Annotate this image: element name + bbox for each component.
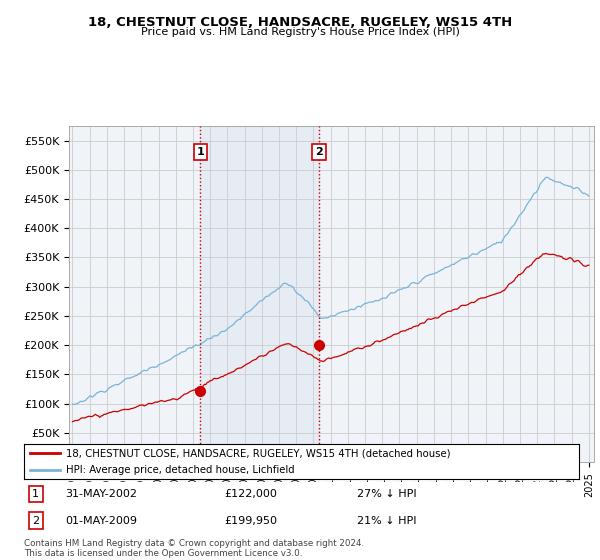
Bar <box>200 126 319 462</box>
Text: 18, CHESTNUT CLOSE, HANDSACRE, RUGELEY, WS15 4TH (detached house): 18, CHESTNUT CLOSE, HANDSACRE, RUGELEY, … <box>65 449 450 459</box>
Text: 1: 1 <box>196 147 204 157</box>
Text: 01-MAY-2009: 01-MAY-2009 <box>65 516 137 526</box>
Text: 1: 1 <box>32 489 40 499</box>
Text: 27% ↓ HPI: 27% ↓ HPI <box>357 489 416 499</box>
Text: 2: 2 <box>32 516 40 526</box>
Text: HPI: Average price, detached house, Lichfield: HPI: Average price, detached house, Lich… <box>65 465 294 475</box>
Text: 2: 2 <box>315 147 323 157</box>
Text: 18, CHESTNUT CLOSE, HANDSACRE, RUGELEY, WS15 4TH: 18, CHESTNUT CLOSE, HANDSACRE, RUGELEY, … <box>88 16 512 29</box>
Text: Price paid vs. HM Land Registry's House Price Index (HPI): Price paid vs. HM Land Registry's House … <box>140 27 460 37</box>
Text: Contains HM Land Registry data © Crown copyright and database right 2024.
This d: Contains HM Land Registry data © Crown c… <box>24 539 364 558</box>
Text: 21% ↓ HPI: 21% ↓ HPI <box>357 516 416 526</box>
Text: 31-MAY-2002: 31-MAY-2002 <box>65 489 137 499</box>
Text: £199,950: £199,950 <box>224 516 277 526</box>
Text: £122,000: £122,000 <box>224 489 277 499</box>
